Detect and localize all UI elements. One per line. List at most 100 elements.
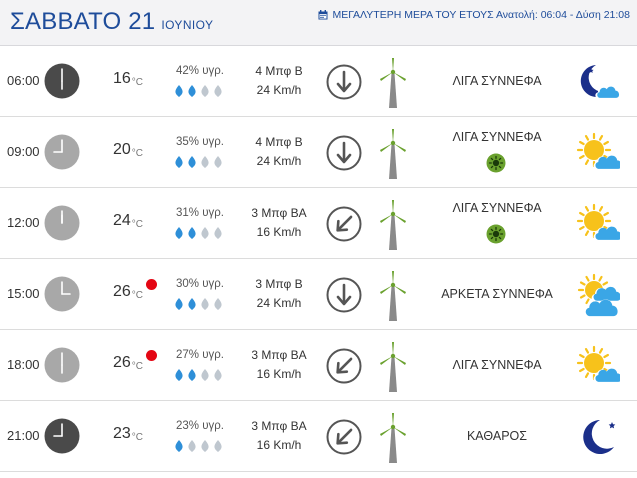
wind-beaufort: 3 Μπφ Β: [255, 277, 303, 291]
sun-cloud-icon: [576, 203, 620, 241]
temperature: 24°C: [113, 212, 143, 230]
month-label: ΙΟΥΝΙΟΥ: [161, 18, 214, 32]
humidity-drops: [175, 298, 222, 310]
drop-icon: [188, 440, 196, 452]
clock-icon: [44, 134, 80, 170]
drop-icon: [175, 227, 183, 239]
wind-turbine-icon: [380, 58, 406, 108]
temperature: 16°C: [113, 70, 143, 88]
wind-turbine-icon: [380, 271, 406, 321]
wind-beaufort: 3 Μπφ ΒΑ: [251, 348, 307, 362]
day-label: ΣΑΒΒΑΤΟ 21: [10, 8, 156, 35]
wind-beaufort: 3 Μπφ ΒΑ: [251, 206, 307, 220]
humidity-value: 42% υγρ.: [176, 65, 224, 77]
drop-icon: [201, 156, 209, 168]
sun-cloud-icon: [576, 132, 620, 170]
longest-day-text: ΜΕΓΑΛΥΤΕΡΗ ΜΕΡΑ ΤΟΥ ΕΤΟΥΣ Ανατολή: 06:04…: [332, 9, 630, 21]
drop-icon: [214, 298, 222, 310]
forecast-row: 15:00 26°C 30% υγρ. 3 Μπφ Β 24 Km/h ΑΡΚΕ…: [0, 259, 637, 330]
humidity-drops: [175, 440, 222, 452]
longest-day-info: ΜΕΓΑΛΥΤΕΡΗ ΜΕΡΑ ΤΟΥ ΕΤΟΥΣ Ανατολή: 06:04…: [318, 9, 630, 21]
drop-icon: [214, 440, 222, 452]
drop-icon: [175, 85, 183, 97]
temperature-unit: °C: [131, 77, 144, 88]
clock-icon: [44, 63, 80, 99]
drop-icon: [188, 156, 196, 168]
forecast-time: 18:00: [7, 357, 40, 372]
sun-cloud-icon: [576, 345, 620, 383]
drop-icon: [214, 227, 222, 239]
wind-direction-icon: [326, 419, 362, 455]
drop-icon: [188, 227, 196, 239]
heat-alert-icon[interactable]: [146, 279, 157, 290]
drop-icon: [175, 298, 183, 310]
humidity-drops: [175, 369, 222, 381]
drop-icon: [214, 369, 222, 381]
drop-icon: [201, 227, 209, 239]
calendar-icon: [318, 10, 328, 20]
wind-turbine-icon: [380, 342, 406, 392]
drop-icon: [201, 85, 209, 97]
drop-icon: [201, 369, 209, 381]
drop-icon: [175, 369, 183, 381]
weather-condition: ΚΑΘΑΡΟΣ: [466, 429, 528, 443]
temperature-unit: °C: [131, 432, 144, 443]
forecast-time: 15:00: [7, 286, 40, 301]
uv-index-icon: [486, 153, 506, 173]
wind-turbine-icon: [380, 129, 406, 179]
drop-icon: [188, 298, 196, 310]
wind-speed: 24 Km/h: [256, 154, 302, 168]
weather-condition: ΛΙΓΑ ΣΥΝΝΕΦΑ: [452, 130, 542, 144]
wind-turbine-icon: [380, 200, 406, 250]
clock-icon: [44, 205, 80, 241]
temperature-unit: °C: [131, 290, 144, 301]
temperature-value: 26: [113, 283, 131, 300]
weather-condition: ΛΙΓΑ ΣΥΝΝΕΦΑ: [452, 74, 542, 88]
wind-speed: 16 Km/h: [256, 367, 302, 381]
drop-icon: [175, 156, 183, 168]
drop-icon: [201, 298, 209, 310]
temperature-value: 23: [113, 425, 131, 442]
wind-direction-icon: [326, 64, 362, 100]
humidity-value: 27% υγρ.: [176, 349, 224, 361]
temperature-unit: °C: [131, 361, 144, 372]
temperature-unit: °C: [131, 219, 144, 230]
uv-index-icon: [486, 224, 506, 244]
clock-icon: [44, 418, 80, 454]
temperature: 26°C: [113, 283, 143, 301]
temperature-value: 26: [113, 354, 131, 371]
wind-speed: 16 Km/h: [256, 225, 302, 239]
clock-icon: [44, 347, 80, 383]
clock-icon: [44, 276, 80, 312]
day-title: ΣΑΒΒΑΤΟ 21 ΙΟΥΝΙΟΥ: [10, 8, 213, 36]
wind-speed: 24 Km/h: [256, 296, 302, 310]
wind-direction-icon: [326, 348, 362, 384]
drop-icon: [188, 369, 196, 381]
moon-icon: [583, 420, 616, 454]
wind-turbine-icon: [380, 413, 406, 463]
weather-condition: ΛΙΓΑ ΣΥΝΝΕΦΑ: [452, 358, 542, 372]
forecast-time: 06:00: [7, 73, 40, 88]
forecast-row: 18:00 26°C 27% υγρ. 3 Μπφ ΒΑ 16 Km/h ΛΙΓ…: [0, 330, 637, 401]
drop-icon: [201, 440, 209, 452]
temperature-unit: °C: [131, 148, 144, 159]
wind-beaufort: 4 Μπφ Β: [255, 64, 303, 78]
drop-icon: [214, 156, 222, 168]
humidity-value: 35% υγρ.: [176, 136, 224, 148]
temperature-value: 16: [113, 70, 131, 87]
hourly-forecast-list: 06:00 16°C 42% υγρ. 4 Μπφ Β 24 Km/h ΛΙΓΑ…: [0, 46, 637, 472]
temperature: 23°C: [113, 425, 143, 443]
temperature: 26°C: [113, 354, 143, 372]
forecast-time: 12:00: [7, 215, 40, 230]
night-cloud-icon: [580, 65, 620, 99]
forecast-row: 06:00 16°C 42% υγρ. 4 Μπφ Β 24 Km/h ΛΙΓΑ…: [0, 46, 637, 117]
humidity-value: 31% υγρ.: [176, 207, 224, 219]
wind-beaufort: 3 Μπφ ΒΑ: [251, 419, 307, 433]
wind-beaufort: 4 Μπφ Β: [255, 135, 303, 149]
forecast-row: 12:00 24°C 31% υγρ. 3 Μπφ ΒΑ 16 Km/h ΛΙΓ…: [0, 188, 637, 259]
forecast-row: 21:00 23°C 23% υγρ. 3 Μπφ ΒΑ 16 Km/h ΚΑΘ…: [0, 401, 637, 472]
wind-speed: 24 Km/h: [256, 83, 302, 97]
heat-alert-icon[interactable]: [146, 350, 157, 361]
humidity-drops: [175, 156, 222, 168]
temperature: 20°C: [113, 141, 143, 159]
